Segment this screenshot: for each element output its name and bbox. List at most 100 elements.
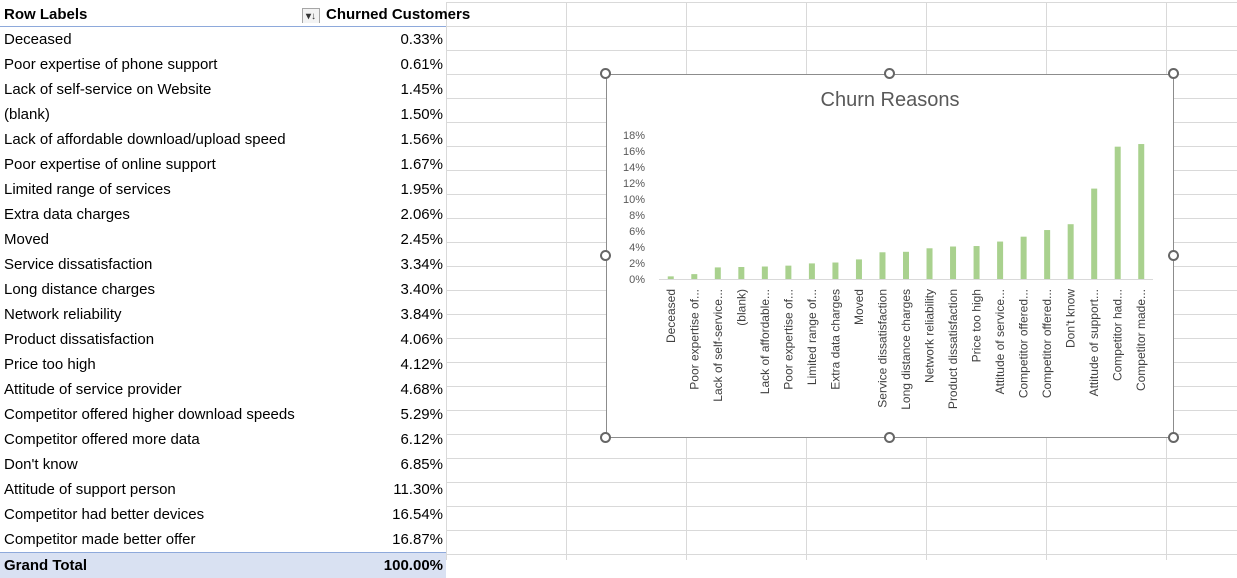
pivot-row-value[interactable]: 4.68% (400, 380, 443, 398)
bar[interactable] (667, 276, 674, 279)
chart-plot: 0% 2% 4% 6% 8% 10% 12% 14% 16% 18% Deceased Poor ex… (623, 130, 1153, 410)
bar[interactable] (973, 246, 980, 279)
pivot-row-label[interactable]: Extra data charges (4, 205, 130, 223)
x-tick-label: Service dissatisfaction (875, 289, 889, 408)
bar[interactable] (1044, 230, 1051, 279)
pivot-row-label[interactable]: Don't know (4, 455, 78, 473)
pivot-row: Competitor made better offer 16.87% (0, 527, 446, 552)
churned-customers-header[interactable]: Churned Customers (326, 5, 471, 23)
pivot-row-value[interactable]: 1.56% (400, 130, 443, 148)
pivot-row-value[interactable]: 16.54% (392, 505, 443, 523)
pivot-row-label[interactable]: Price too high (4, 355, 96, 373)
pivot-row-value[interactable]: 1.50% (400, 105, 443, 123)
pivot-row-value[interactable]: 3.34% (400, 255, 443, 273)
x-tick-label: Price too high (970, 289, 984, 362)
pivot-row: Product dissatisfaction 4.06% (0, 327, 446, 352)
resize-handle-top-left[interactable] (600, 68, 611, 79)
resize-handle-bottom-middle[interactable] (884, 432, 895, 443)
pivot-row-value[interactable]: 5.29% (400, 405, 443, 423)
bar[interactable] (761, 266, 768, 279)
pivot-row-value[interactable]: 11.30% (393, 480, 443, 498)
churn-reasons-chart[interactable]: Churn Reasons 0% 2% 4% 6% 8% 10% 12% 14% 16% 18% D… (606, 74, 1174, 438)
pivot-row-value[interactable]: 0.33% (400, 30, 443, 48)
pivot-row-value[interactable]: 1.45% (400, 80, 443, 98)
bar[interactable] (950, 246, 957, 279)
bar[interactable] (1020, 236, 1027, 279)
pivot-row-value[interactable]: 16.87% (392, 530, 443, 548)
grand-total-value[interactable]: 100.00% (383, 556, 443, 574)
pivot-row-value[interactable]: 2.06% (400, 205, 443, 223)
grand-total-label[interactable]: Grand Total (4, 556, 88, 574)
pivot-row-label[interactable]: Attitude of support person (4, 480, 176, 498)
pivot-row-value[interactable]: 1.95% (400, 180, 443, 198)
pivot-row-value[interactable]: 0.61% (400, 55, 443, 73)
bar[interactable] (903, 251, 909, 279)
bar[interactable] (808, 263, 815, 279)
y-tick-label: 16% (623, 146, 645, 158)
pivot-row-label[interactable]: Product dissatisfaction (4, 330, 155, 348)
pivot-row-value[interactable]: 6.12% (400, 430, 443, 448)
pivot-row-label[interactable]: Moved (4, 230, 50, 248)
pivot-row: Poor expertise of phone support 0.61% (0, 52, 446, 77)
pivot-row-label[interactable]: Competitor offered higher download speed… (4, 405, 295, 423)
pivot-row-label[interactable]: Long distance charges (4, 280, 155, 298)
pivot-row-value[interactable]: 4.06% (400, 330, 443, 348)
resize-handle-top-right[interactable] (1168, 68, 1179, 79)
bar[interactable] (997, 241, 1004, 279)
x-tick-label: Long distance charges (899, 289, 913, 410)
grand-total-row: Grand Total 100.00% (0, 552, 446, 578)
x-tick-label: (blank) (734, 289, 748, 326)
x-tick-label: Competitor offered... (1017, 289, 1031, 398)
x-tick-label: Lack of affordable... (758, 289, 772, 394)
pivot-row-label[interactable]: Competitor had better devices (4, 505, 205, 523)
resize-handle-middle-left[interactable] (600, 250, 611, 261)
sort-filter-icon[interactable]: ▾↓ (302, 7, 320, 23)
resize-handle-bottom-right[interactable] (1168, 432, 1179, 443)
pivot-row-value[interactable]: 1.67% (400, 155, 443, 173)
bar[interactable] (785, 265, 792, 279)
pivot-row-label[interactable]: Poor expertise of online support (4, 155, 216, 173)
pivot-row: Lack of affordable download/upload speed… (0, 127, 446, 152)
bar[interactable] (832, 262, 839, 279)
pivot-row-label[interactable]: Lack of affordable download/upload speed (4, 130, 286, 148)
resize-handle-middle-right[interactable] (1168, 250, 1179, 261)
pivot-row-label[interactable]: Limited range of services (4, 180, 171, 198)
pivot-row-label[interactable]: Service dissatisfaction (4, 255, 153, 273)
pivot-row-value[interactable]: 6.85% (400, 455, 443, 473)
y-tick-label: 2% (629, 258, 645, 270)
resize-handle-bottom-left[interactable] (600, 432, 611, 443)
bar[interactable] (1138, 144, 1145, 279)
pivot-row-label[interactable]: Deceased (4, 30, 72, 48)
y-tick-label: 8% (629, 210, 645, 222)
x-tick-label: Poor expertise of... (781, 289, 795, 390)
row-labels-header[interactable]: Row Labels ▾↓ (0, 5, 322, 23)
bar[interactable] (691, 274, 698, 279)
pivot-row-label[interactable]: Competitor made better offer (4, 530, 196, 548)
bar[interactable] (926, 248, 933, 279)
pivot-row-label[interactable]: (blank) (4, 105, 50, 123)
y-tick-label: 6% (629, 226, 645, 238)
pivot-row-label[interactable]: Network reliability (4, 305, 122, 323)
pivot-row-value[interactable]: 3.84% (400, 305, 443, 323)
x-tick-label: Moved (852, 289, 866, 325)
pivot-row-label[interactable]: Lack of self-service on Website (4, 80, 212, 98)
bar[interactable] (855, 259, 862, 279)
bar[interactable] (1067, 224, 1074, 279)
bar[interactable] (879, 252, 886, 279)
pivot-row-value[interactable]: 2.45% (400, 230, 443, 248)
pivot-row-label[interactable]: Poor expertise of phone support (4, 55, 218, 73)
bar[interactable] (714, 267, 721, 279)
resize-handle-top-middle[interactable] (884, 68, 895, 79)
pivot-row-value[interactable]: 3.40% (400, 280, 443, 298)
x-tick-label: Competitor made... (1134, 289, 1148, 391)
pivot-row-value[interactable]: 4.12% (400, 355, 443, 373)
pivot-row: Moved 2.45% (0, 227, 446, 252)
bar[interactable] (1091, 188, 1098, 279)
chart-title[interactable]: Churn Reasons (820, 89, 960, 111)
pivot-row-label[interactable]: Competitor offered more data (4, 430, 200, 448)
pivot-row-label[interactable]: Attitude of service provider (4, 380, 182, 398)
bar[interactable] (738, 267, 745, 279)
pivot-row: Attitude of service provider 4.68% (0, 377, 446, 402)
pivot-row: Attitude of support person 11.30% (0, 477, 446, 502)
bar[interactable] (1114, 146, 1121, 279)
